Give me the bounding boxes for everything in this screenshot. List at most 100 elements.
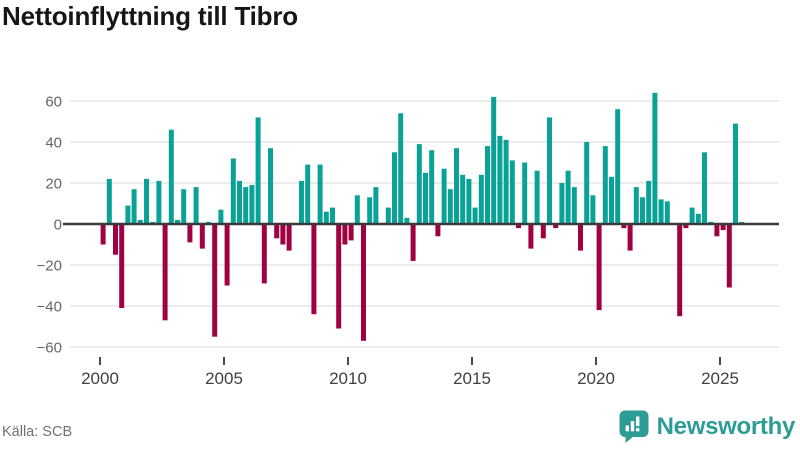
bar-2011Q1 <box>373 187 379 224</box>
bar-2022Q1 <box>646 180 652 224</box>
bar-2020Q4 <box>615 109 621 224</box>
bar-2000Q3 <box>113 224 118 255</box>
bar-2017Q4 <box>540 224 546 239</box>
bar-2016Q2 <box>503 139 509 224</box>
bar-2010Q3 <box>361 224 366 341</box>
bar-2009Q3 <box>336 224 342 329</box>
bar-2006Q2 <box>255 117 261 224</box>
bar-2006Q1 <box>249 185 255 224</box>
bar-2003Q4 <box>193 187 199 224</box>
bar-2002Q3 <box>162 224 168 321</box>
chart-title: Nettoinflyttning till Tibro <box>2 1 298 31</box>
bar-2003Q2 <box>181 189 187 224</box>
bar-2019Q3 <box>584 142 590 224</box>
bar-2001Q4 <box>144 178 149 224</box>
bar-2021Q1 <box>621 224 627 229</box>
bar-2020Q1 <box>596 224 602 311</box>
bar-2021Q4 <box>640 197 645 224</box>
x-axis-label: 2025 <box>701 369 739 388</box>
bar-2005Q3 <box>237 180 242 224</box>
bar-2011Q3 <box>385 207 391 224</box>
bar-2008Q3 <box>311 224 317 315</box>
bar-2012Q3 <box>410 224 416 261</box>
bar-2021Q3 <box>633 187 639 224</box>
bar-2014Q2 <box>454 148 459 224</box>
bar-2015Q4 <box>491 96 497 224</box>
bar-2010Q4 <box>367 197 373 224</box>
bar-2013Q1 <box>423 172 428 224</box>
bar-2018Q4 <box>565 170 571 224</box>
bar-2010Q2 <box>354 195 360 224</box>
newsworthy-logo-text: Newsworthy <box>656 413 796 440</box>
newsworthy-logo: Newsworthy <box>619 410 795 444</box>
bar-2008Q2 <box>305 164 311 224</box>
bar-2017Q1 <box>522 162 528 224</box>
bar-2024Q4 <box>714 224 720 237</box>
bar-2015Q3 <box>485 146 490 224</box>
bar-2004Q4 <box>218 209 224 224</box>
bar-2017Q2 <box>528 224 534 249</box>
bar-2003Q1 <box>175 219 180 224</box>
source-label: Källa: SCB <box>2 424 73 440</box>
bar-2003Q3 <box>187 224 193 243</box>
y-axis-label: 0 <box>54 217 62 234</box>
bar-2004Q3 <box>212 224 218 337</box>
bar-2013Q2 <box>429 150 435 224</box>
bar-2016Q1 <box>497 135 503 224</box>
x-axis-label: 2005 <box>205 369 243 388</box>
bar-2012Q1 <box>398 113 404 224</box>
bar-2016Q4 <box>516 224 521 229</box>
bar-2010Q1 <box>348 224 354 241</box>
bar-2023Q4 <box>689 207 695 224</box>
bar-2005Q1 <box>224 224 230 286</box>
bar-2000Q4 <box>119 224 125 308</box>
bar-2001Q1 <box>125 205 131 224</box>
bar-2013Q3 <box>435 224 441 237</box>
bar-2004Q1 <box>199 224 205 249</box>
bar-2016Q3 <box>509 160 515 224</box>
bar-2019Q2 <box>578 224 583 251</box>
bar-2015Q1 <box>472 207 478 224</box>
bar-2011Q4 <box>392 152 397 225</box>
bar-2005Q2 <box>230 158 236 224</box>
bar-2025Q2 <box>726 224 732 288</box>
bar-2020Q3 <box>609 176 614 224</box>
bar-2007Q2 <box>280 224 286 245</box>
bar-2009Q2 <box>330 207 335 224</box>
y-axis-label: 40 <box>45 135 62 152</box>
newsworthy-logo-icon <box>619 410 649 443</box>
bar-2007Q3 <box>286 224 292 251</box>
bar-2014Q3 <box>460 174 466 224</box>
bar-2012Q4 <box>416 144 422 224</box>
x-axis-label: 2020 <box>577 369 615 388</box>
x-axis-label: 2010 <box>329 369 367 388</box>
bar-2014Q1 <box>447 189 453 224</box>
bar-2006Q4 <box>268 148 273 224</box>
y-axis-label: −20 <box>37 258 62 275</box>
bar-2023Q3 <box>683 224 689 229</box>
x-axis-label: 2015 <box>453 369 491 388</box>
bar-2001Q3 <box>137 219 143 224</box>
y-axis-label: −60 <box>37 340 62 357</box>
bar-2022Q2 <box>652 92 658 224</box>
bar-2007Q1 <box>274 224 280 239</box>
bar-2012Q2 <box>404 217 410 224</box>
bar-2017Q3 <box>534 170 540 224</box>
bar-2009Q1 <box>323 211 329 224</box>
bar-2022Q3 <box>658 199 664 224</box>
bar-2009Q4 <box>342 224 348 245</box>
y-axis-label: −40 <box>37 299 62 316</box>
bar-2002Q4 <box>168 129 174 224</box>
bar-2015Q2 <box>478 174 484 224</box>
bar-2013Q4 <box>441 168 447 224</box>
bar-2024Q1 <box>695 213 701 225</box>
bar-2021Q2 <box>627 224 633 251</box>
bar-2025Q3 <box>733 123 738 224</box>
bar-2002Q2 <box>156 180 162 224</box>
bar-2006Q3 <box>261 224 267 284</box>
bar-2024Q2 <box>702 152 707 225</box>
bar-2025Q1 <box>720 224 726 231</box>
bar-2018Q2 <box>553 224 559 229</box>
